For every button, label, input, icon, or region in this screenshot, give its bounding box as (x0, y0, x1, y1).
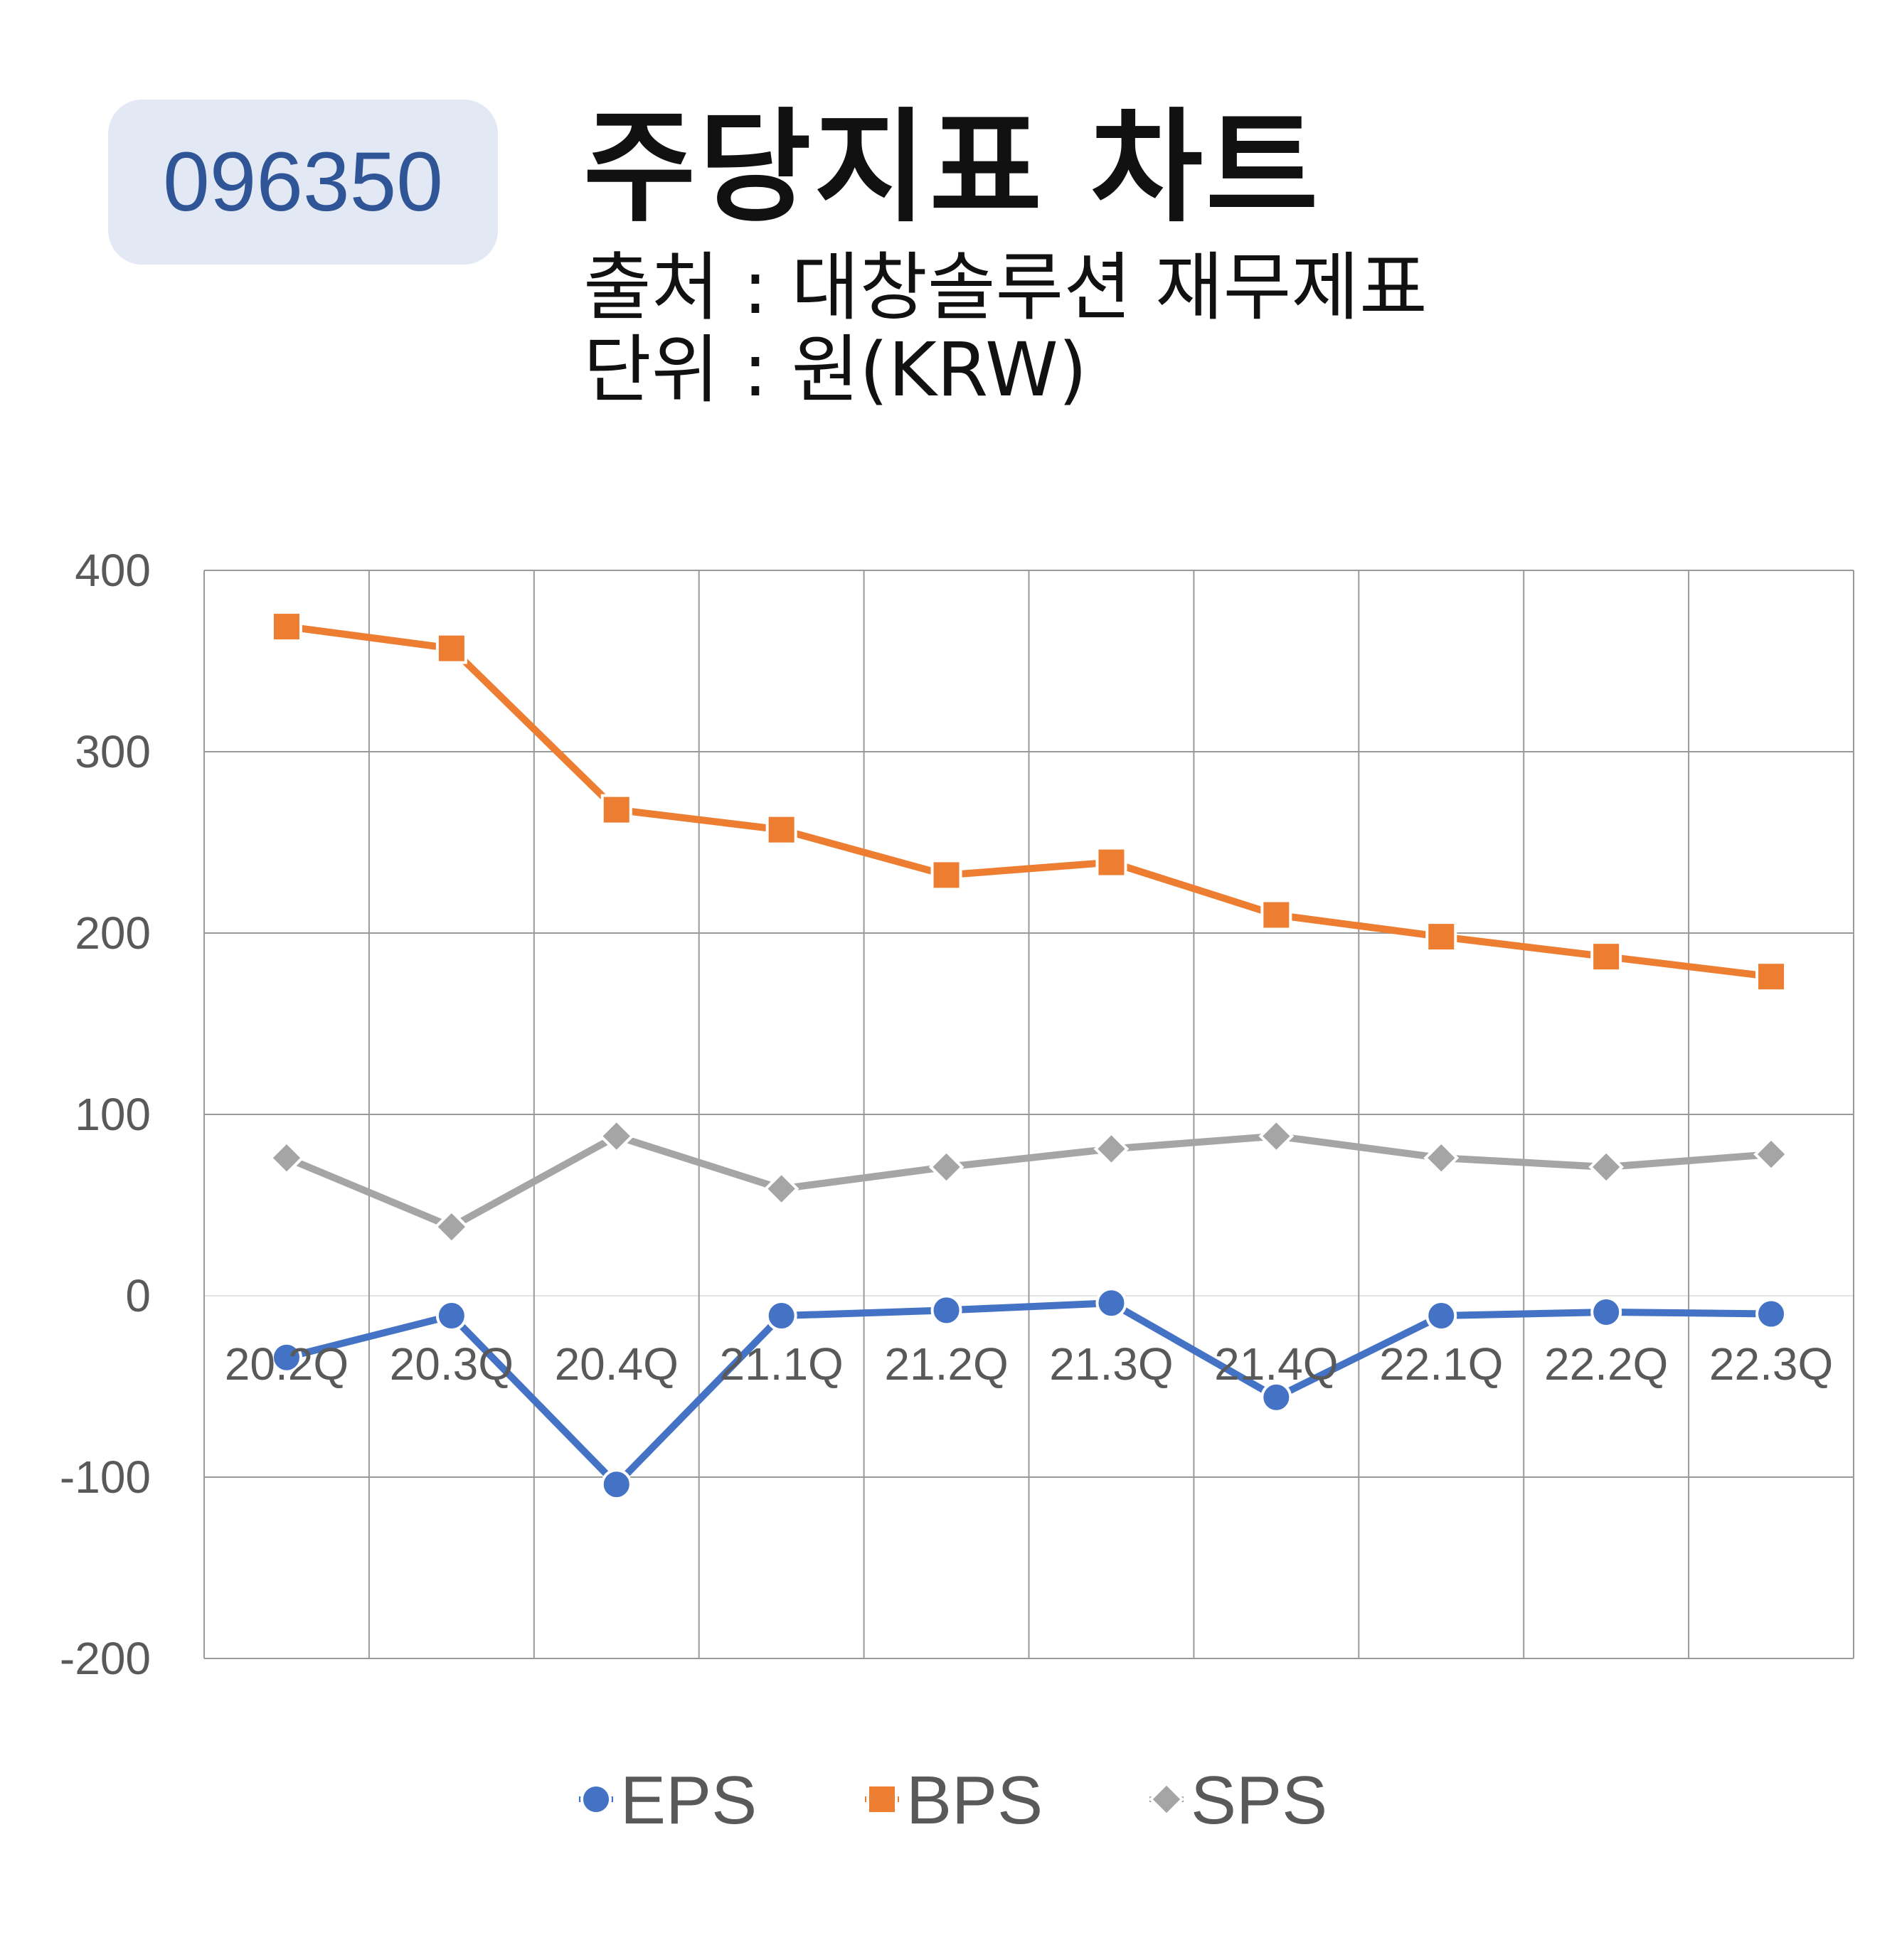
data-point-bps (1590, 941, 1622, 973)
grid-lines (203, 570, 1854, 1659)
data-point-sps (1258, 1118, 1295, 1154)
legend-item-sps: SPS (1149, 1762, 1327, 1838)
data-point-bps (1425, 921, 1457, 953)
chart-title: 주당지표 차트 (583, 96, 1322, 239)
series-lines (269, 611, 1789, 1501)
data-point-eps (270, 1341, 302, 1373)
legend-marker-sps (1149, 1781, 1184, 1817)
data-point-bps (765, 814, 797, 846)
stock-code: 096350 (163, 135, 443, 229)
y-axis-ticks: -200 -100 0 100 200 300 400 (60, 545, 151, 1684)
data-point-eps (600, 1469, 632, 1501)
x-tick-label: 20.2Q (225, 1338, 349, 1390)
series-sps (269, 1118, 1789, 1245)
x-axis-ticks: 20.2Q 20.3Q 20.4Q 21.1Q 21.2Q 21.3Q 21.4Q 22.1Q… (225, 1338, 1833, 1390)
data-point-eps (765, 1300, 797, 1332)
source-line: 출처 : 대창솔루션 재무제표 (583, 244, 1428, 331)
stock-code-badge: 096350 (108, 100, 498, 265)
x-tick-label: 22.1Q (1379, 1338, 1503, 1390)
series-line-sps (282, 1132, 1775, 1231)
series-line-eps (282, 1299, 1775, 1488)
x-tick-label: 22.3Q (1709, 1338, 1833, 1390)
data-point-bps (600, 794, 632, 826)
data-point-sps (598, 1118, 634, 1154)
legend-item-eps: EPS (579, 1762, 757, 1838)
data-point-sps (1588, 1149, 1624, 1185)
data-point-eps (1260, 1381, 1292, 1413)
data-point-eps (1425, 1300, 1457, 1332)
x-tick-label: 20.4Q (555, 1338, 679, 1390)
data-point-sps (1423, 1140, 1460, 1176)
y-tick-label: 100 (75, 1089, 151, 1140)
y-tick-label: -100 (60, 1452, 151, 1503)
x-tick-label: 22.2Q (1544, 1338, 1668, 1390)
legend-marker-eps (580, 1784, 612, 1815)
series-bps (270, 611, 1787, 993)
data-point-bps (1095, 846, 1127, 878)
data-point-sps (763, 1171, 799, 1207)
data-point-sps (434, 1209, 469, 1245)
y-tick-label: -200 (60, 1633, 151, 1684)
y-tick-label: 400 (75, 545, 151, 596)
series-line-bps (282, 623, 1775, 981)
y-tick-label: 300 (75, 726, 151, 777)
x-tick-label: 20.3Q (390, 1338, 514, 1390)
data-point-bps (1260, 899, 1292, 931)
data-point-bps (930, 859, 962, 891)
data-point-eps (1095, 1287, 1127, 1319)
x-tick-label: 21.1Q (719, 1338, 843, 1390)
legend-marker-bps (866, 1784, 898, 1815)
series-eps (270, 1287, 1787, 1501)
data-point-bps (435, 632, 467, 664)
data-point-eps (1755, 1298, 1787, 1330)
data-point-sps (1753, 1136, 1789, 1172)
data-point-bps (270, 611, 302, 643)
data-point-sps (928, 1149, 965, 1185)
data-point-eps (435, 1300, 467, 1332)
x-tick-label: 21.2Q (884, 1338, 1008, 1390)
legend: EPS BPS SPS (579, 1762, 1327, 1838)
x-tick-label: 21.4Q (1214, 1338, 1338, 1390)
data-point-sps (269, 1140, 304, 1176)
legend-label: BPS (906, 1762, 1043, 1838)
legend-label: EPS (620, 1762, 757, 1838)
legend-item-bps: BPS (865, 1762, 1043, 1838)
x-tick-label: 21.3Q (1049, 1338, 1173, 1390)
legend-label: SPS (1191, 1762, 1327, 1838)
title-block: 주당지표 차트 출처 : 대창솔루션 재무제표 단위 : 원(KRW) (583, 107, 1428, 412)
data-point-bps (1755, 961, 1787, 993)
y-tick-label: 0 (125, 1270, 151, 1321)
data-point-sps (1093, 1131, 1130, 1167)
data-point-eps (1590, 1296, 1622, 1328)
y-tick-label: 200 (75, 907, 151, 959)
data-point-eps (930, 1294, 962, 1326)
unit-line: 단위 : 원(KRW) (583, 326, 1088, 414)
